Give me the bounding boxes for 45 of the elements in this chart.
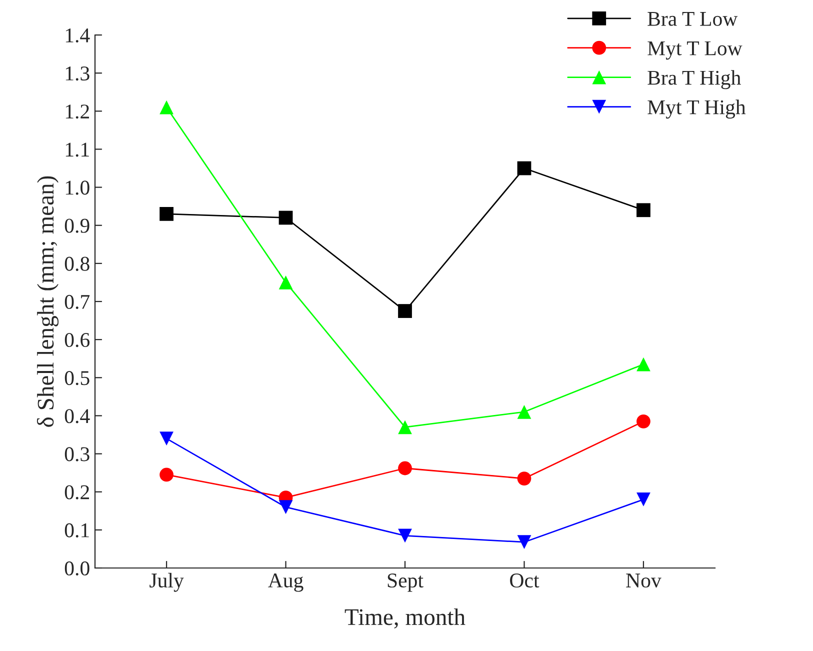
y-tick-label: 0.8 [64,256,90,271]
x-tick-label: Sept [388,574,424,592]
point [636,414,650,428]
point [278,210,293,225]
point [160,100,174,114]
point [517,535,532,550]
point [636,357,650,372]
y-tick-label: 1.3 [66,66,90,81]
point [160,468,174,482]
point [160,206,174,221]
y-tick-label: 1.4 [66,28,90,43]
y-tick-label: 0.0 [64,561,90,576]
point [278,276,293,290]
y-tick-label: 1.1 [66,142,89,157]
point [398,304,412,318]
x-tick-label: Nov [626,574,662,588]
x-tick-label: July [150,572,184,592]
y-tick-label: 0.6 [64,332,90,348]
y-tick-label: 0.4 [64,409,90,424]
x-tick-label: Aug [268,574,304,592]
y-tick-label: 0.5 [64,371,90,386]
point [278,500,293,514]
x-axis-title: Time, month [344,608,466,628]
y-tick-label: 0.3 [64,447,90,462]
legend-label: Bra T Low [648,12,738,26]
point [517,404,532,419]
point [160,432,174,446]
y-tick-label: 1.0 [66,180,90,195]
point [398,420,412,434]
y-tick-label: 0.9 [64,218,90,233]
x-tick-label: Oct [510,574,540,588]
y-tick-label: 1.2 [66,104,89,119]
point [517,472,532,486]
point [398,461,412,476]
y-tick-label: 0.2 [64,485,89,500]
point [398,528,412,543]
legend-label: Myt T High [648,100,746,119]
point [636,492,650,506]
legend-label: Bra T High [648,70,741,90]
point [517,161,532,176]
y-axis-title: δ Shell lenght (mm; mean) [36,176,59,427]
legend-label: Myt T Low [648,41,742,60]
y-tick-label: 0.7 [64,294,90,310]
y-tick-label: 0.1 [64,523,89,538]
point [636,203,650,218]
